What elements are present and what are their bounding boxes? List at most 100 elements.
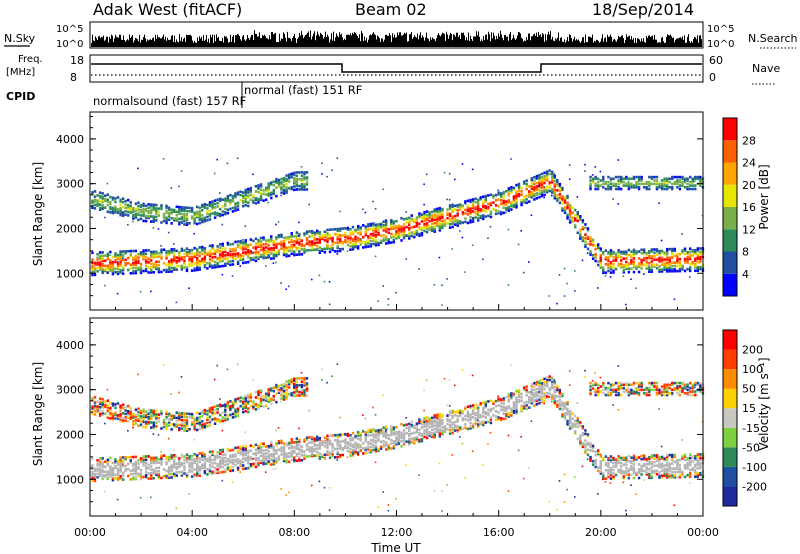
power-cell bbox=[270, 235, 273, 238]
power-cell bbox=[195, 212, 199, 216]
noise-bar bbox=[644, 42, 645, 47]
velocity-cell bbox=[313, 447, 316, 451]
velocity-cell bbox=[109, 456, 112, 460]
power-colorbar-label: Power [dB] bbox=[757, 164, 771, 229]
power-cell bbox=[671, 249, 674, 253]
power-cell bbox=[556, 182, 559, 185]
velocity-cell bbox=[150, 461, 153, 465]
power-cell bbox=[180, 216, 184, 219]
velocity-cell bbox=[124, 409, 127, 412]
power-cell bbox=[170, 263, 173, 266]
velocity-cell bbox=[170, 428, 173, 431]
velocity-cell bbox=[305, 377, 309, 380]
power-cell bbox=[471, 199, 475, 203]
power-cell bbox=[663, 184, 666, 187]
power-cell bbox=[369, 244, 373, 248]
noise-bar bbox=[330, 39, 331, 47]
power-cell bbox=[423, 219, 426, 223]
power-cell bbox=[678, 268, 682, 271]
power-cell bbox=[129, 253, 132, 256]
velocity-cell bbox=[121, 456, 125, 459]
power-cell bbox=[678, 180, 682, 184]
power-cell bbox=[275, 177, 278, 181]
velocity-cell bbox=[106, 399, 110, 403]
power-cell bbox=[272, 243, 276, 246]
power-cell bbox=[568, 210, 572, 214]
velocity-cell bbox=[397, 442, 401, 445]
power-cell bbox=[367, 223, 370, 226]
noise-bar bbox=[378, 36, 379, 47]
power-cell bbox=[395, 236, 398, 240]
velocity-cell bbox=[221, 462, 224, 465]
velocity-cell bbox=[239, 399, 242, 403]
velocity-cell bbox=[142, 455, 145, 458]
velocity-cell bbox=[295, 459, 299, 463]
power-cell bbox=[581, 227, 585, 231]
power-cell bbox=[430, 214, 434, 217]
power-cell bbox=[142, 204, 145, 207]
power-cell bbox=[216, 258, 219, 262]
power-cell bbox=[543, 188, 546, 192]
power-cell bbox=[448, 172, 451, 175]
power-cell bbox=[576, 196, 579, 198]
noise-bar bbox=[498, 33, 499, 47]
power-cell bbox=[558, 198, 562, 201]
power-cell bbox=[630, 182, 633, 186]
power-cell bbox=[241, 199, 245, 203]
power-cell bbox=[201, 245, 204, 249]
velocity-cell bbox=[290, 455, 293, 458]
power-cell bbox=[221, 223, 224, 226]
velocity-cell bbox=[106, 416, 110, 420]
power-cell bbox=[637, 262, 641, 265]
velocity-cell bbox=[144, 470, 148, 474]
noise-bar bbox=[495, 39, 496, 47]
noise-bar bbox=[582, 37, 583, 47]
velocity-cell bbox=[157, 434, 160, 436]
velocity-cell bbox=[407, 422, 411, 426]
velocity-cell bbox=[114, 461, 117, 465]
noise-bar bbox=[399, 32, 400, 47]
power-cell bbox=[142, 257, 145, 261]
velocity-cell bbox=[390, 433, 393, 437]
power-cell bbox=[344, 235, 347, 239]
velocity-cell bbox=[397, 430, 401, 434]
velocity-cell bbox=[116, 461, 120, 465]
power-cell bbox=[111, 206, 115, 210]
velocity-cell bbox=[382, 426, 385, 430]
noise-bar bbox=[653, 39, 654, 47]
power-cell bbox=[305, 242, 309, 245]
power-cell bbox=[482, 258, 484, 261]
noise-bar bbox=[375, 35, 376, 47]
power-cell bbox=[640, 263, 643, 267]
power-cell bbox=[484, 196, 488, 200]
velocity-cell bbox=[277, 391, 281, 395]
noise-bar bbox=[244, 39, 245, 47]
power-cell bbox=[420, 226, 424, 230]
power-cell bbox=[259, 255, 263, 259]
power-cell bbox=[699, 255, 702, 259]
noise-bar bbox=[258, 36, 259, 47]
power-cell bbox=[614, 255, 618, 259]
velocity-cell bbox=[285, 455, 288, 459]
power-cell bbox=[101, 205, 104, 209]
power-cell bbox=[694, 250, 697, 254]
power-cell bbox=[553, 173, 556, 175]
velocity-cell bbox=[397, 433, 401, 437]
power-cell bbox=[264, 242, 268, 246]
power-cell bbox=[625, 182, 628, 186]
power-cell bbox=[673, 247, 677, 251]
velocity-cell bbox=[247, 407, 250, 410]
velocity-cell bbox=[321, 441, 324, 445]
noise-bar bbox=[564, 39, 565, 47]
power-cell bbox=[522, 199, 526, 202]
power-cell bbox=[157, 207, 161, 210]
power-cell bbox=[160, 248, 163, 252]
power-cell bbox=[116, 253, 120, 257]
power-cell bbox=[275, 223, 277, 226]
power-cell bbox=[213, 212, 217, 216]
power-cell bbox=[663, 264, 666, 268]
velocity-cell bbox=[201, 411, 204, 415]
power-cell bbox=[510, 204, 513, 208]
noise-bar bbox=[184, 37, 185, 47]
power-cell bbox=[167, 253, 171, 256]
